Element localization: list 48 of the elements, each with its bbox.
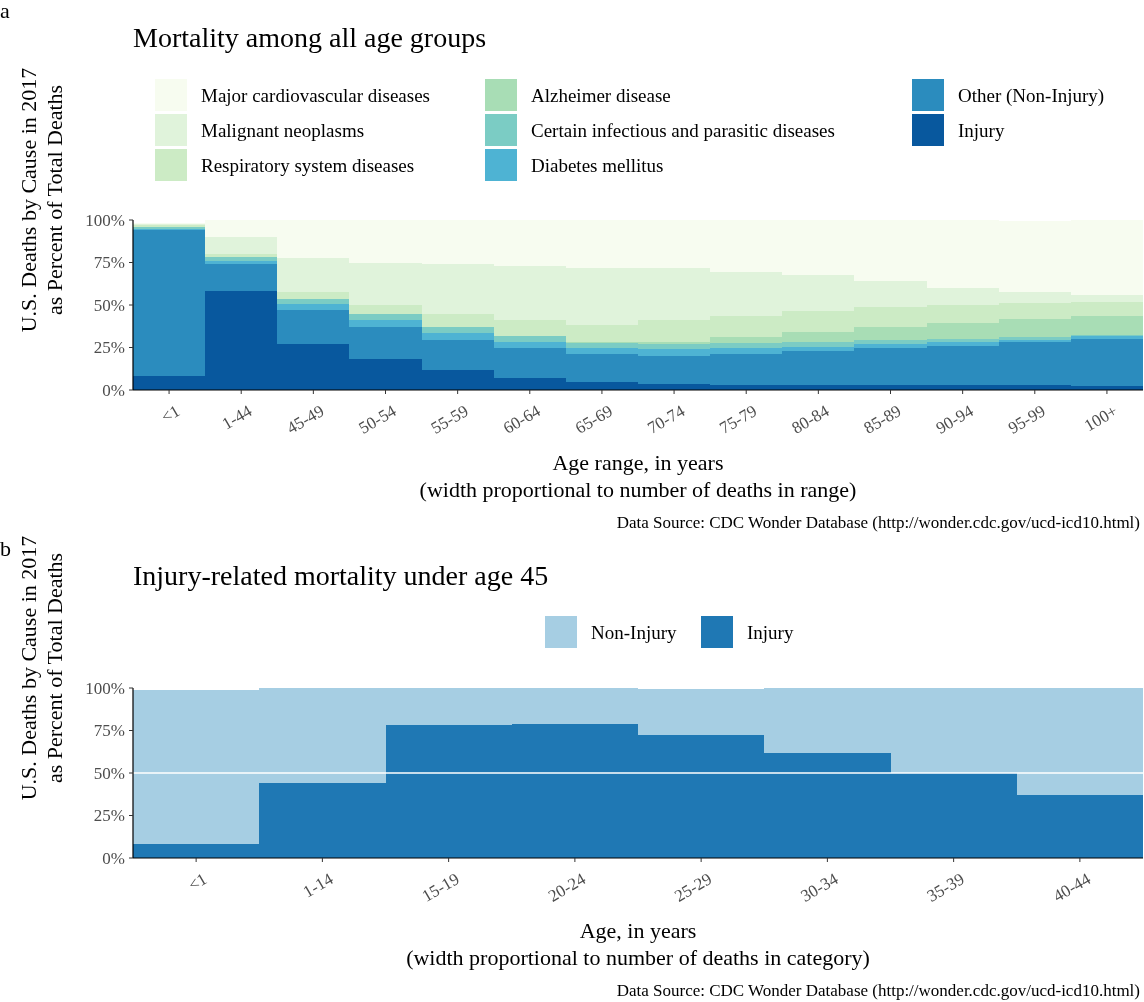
x-tick-label: 45-49 bbox=[283, 401, 328, 438]
y-tick-label: 50% bbox=[93, 763, 125, 783]
y-tick-label: 25% bbox=[93, 806, 125, 826]
x-tick-label: 70-74 bbox=[644, 401, 689, 438]
legend-label: Injury bbox=[747, 622, 794, 643]
y-axis-title: U.S. Deaths by Cause in 2017 as Percent of Total Deaths bbox=[16, 535, 67, 801]
y-tick-label: 0% bbox=[102, 380, 125, 400]
x-axis-title: Age, in years (width proportional to number of deaths in category) bbox=[406, 918, 870, 970]
x-tick-label: 65-69 bbox=[572, 401, 616, 438]
x-tick-label: <1 bbox=[184, 869, 211, 895]
x-tick-label: 35-39 bbox=[923, 869, 968, 906]
chart-title: Injury-related mortality under age 45 bbox=[133, 560, 549, 591]
legend-label: Non-Injury bbox=[591, 622, 677, 643]
legend-label: Diabetes mellitus bbox=[531, 155, 664, 176]
x-tick-label: 25-29 bbox=[671, 869, 716, 906]
y-tick-label: 0% bbox=[102, 848, 125, 868]
y-tick-label: 25% bbox=[93, 338, 125, 358]
x-axis-title: Age range, in years (width proportional to number of deaths in range) bbox=[419, 450, 857, 502]
y-tick-label: 75% bbox=[93, 721, 125, 741]
source-note: Data Source: CDC Wonder Database (http://wonder.cdc.gov/ucd-icd10.html) bbox=[616, 513, 1140, 532]
y-tick-label: 100% bbox=[85, 210, 125, 230]
x-tick-label: 80-84 bbox=[788, 401, 833, 438]
x-tick-label: <1 bbox=[157, 401, 184, 427]
legend-label: Certain infectious and parasitic diseases bbox=[531, 120, 835, 141]
x-tick-label: 40-44 bbox=[1049, 869, 1095, 906]
y-axis-title: U.S. Deaths by Cause in 2017 as Percent of Total Deaths bbox=[16, 67, 67, 333]
y-tick-label: 75% bbox=[93, 253, 125, 273]
chart-title: Mortality among all age groups bbox=[133, 22, 487, 53]
y-tick-label: 100% bbox=[85, 678, 125, 698]
x-tick-label: 75-79 bbox=[716, 401, 761, 438]
y-tick-label: 50% bbox=[93, 295, 125, 315]
x-tick-label: 85-89 bbox=[860, 401, 905, 438]
legend-label: Malignant neoplasms bbox=[201, 120, 365, 141]
x-tick-label: 15-19 bbox=[418, 869, 463, 906]
x-tick-label: 1-14 bbox=[299, 869, 337, 902]
x-tick-label: 95-99 bbox=[1004, 401, 1049, 438]
x-tick-label: 60-64 bbox=[499, 401, 545, 438]
legend-label: Injury bbox=[958, 120, 1005, 141]
x-tick-label: 100+ bbox=[1080, 401, 1121, 436]
x-tick-label: 1-44 bbox=[218, 401, 256, 434]
legend-label: Alzheimer disease bbox=[531, 85, 671, 106]
x-tick-label: 55-59 bbox=[427, 401, 472, 438]
legend-label: Major cardiovascular diseases bbox=[201, 85, 430, 106]
text: b bbox=[0, 536, 11, 561]
legend-label: Other (Non-Injury) bbox=[958, 85, 1105, 107]
text: a bbox=[0, 0, 10, 23]
source-note: Data Source: CDC Wonder Database (http://wonder.cdc.gov/ucd-icd10.html) bbox=[616, 981, 1140, 1000]
legend-label: Respiratory system diseases bbox=[201, 155, 415, 176]
